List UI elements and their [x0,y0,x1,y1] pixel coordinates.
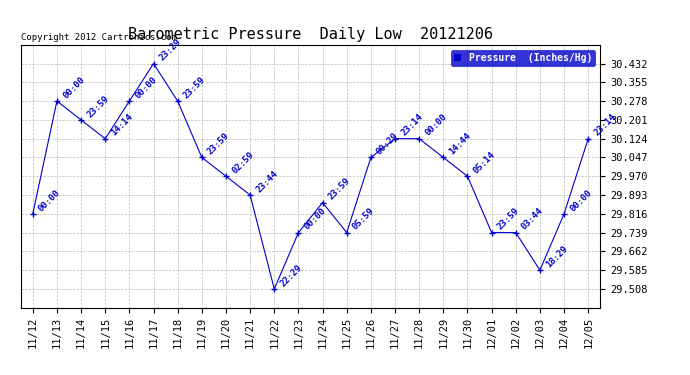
Text: 23:44: 23:44 [255,169,279,194]
Text: 00:00: 00:00 [37,188,62,213]
Text: 23:59: 23:59 [327,177,352,202]
Text: 00:00: 00:00 [424,112,448,138]
Title: Barometric Pressure  Daily Low  20121206: Barometric Pressure Daily Low 20121206 [128,27,493,42]
Text: 23:59: 23:59 [206,131,231,157]
Text: 14:44: 14:44 [448,131,473,157]
Text: 03:44: 03:44 [520,207,545,232]
Text: Copyright 2012 Cartronics.com: Copyright 2012 Cartronics.com [21,33,177,42]
Text: 22:29: 22:29 [279,263,304,288]
Text: 18:29: 18:29 [544,244,569,269]
Text: 23:14: 23:14 [593,112,618,138]
Text: 05:59: 05:59 [351,207,376,232]
Text: 23:14: 23:14 [400,112,424,138]
Text: 00:29: 00:29 [375,131,400,157]
Text: 00:00: 00:00 [569,188,593,213]
Text: 23:29: 23:29 [158,38,183,63]
Text: 23:59: 23:59 [182,75,207,100]
Text: 23:59: 23:59 [496,207,521,232]
Legend: Pressure  (Inches/Hg): Pressure (Inches/Hg) [451,50,595,66]
Text: 05:14: 05:14 [472,150,497,176]
Text: 00:00: 00:00 [303,207,328,232]
Text: 00:00: 00:00 [61,75,86,100]
Text: 02:59: 02:59 [230,150,255,176]
Text: 23:59: 23:59 [86,94,110,119]
Text: 00:00: 00:00 [134,75,159,100]
Text: 14:14: 14:14 [110,112,135,138]
